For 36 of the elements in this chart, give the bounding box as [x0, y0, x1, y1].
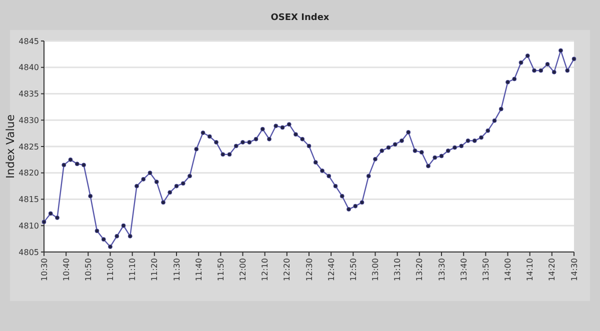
- x-tick-label: 14:30: [570, 258, 579, 282]
- y-tick-label: 4820: [18, 168, 39, 178]
- x-tick-label: 11:10: [128, 258, 138, 282]
- x-tick-label: 10:50: [84, 258, 93, 282]
- x-tick-label: 12:20: [282, 258, 292, 282]
- y-axis-title: Index Value: [4, 114, 17, 178]
- x-tick-label: 12:50: [348, 258, 358, 282]
- x-tick-label: 10:40: [62, 258, 71, 282]
- y-tick-label: 4805: [18, 248, 39, 257]
- x-tick-label: 14:20: [548, 258, 557, 282]
- x-tick-label: 13:10: [393, 258, 402, 282]
- x-tick-label: 12:10: [260, 258, 270, 282]
- x-tick-label: 12:40: [326, 258, 336, 282]
- x-tick-label: 11:50: [216, 258, 226, 282]
- y-tick-label: 4835: [18, 90, 39, 99]
- x-tick-label: 14:10: [526, 258, 535, 282]
- x-tick-label: 11:00: [106, 258, 116, 282]
- y-tick-label: 4840: [18, 63, 39, 72]
- x-tick-label: 13:00: [371, 258, 380, 282]
- x-tick-label: 11:20: [150, 258, 160, 282]
- x-tick-label: 13:40: [459, 258, 468, 282]
- x-tick-label: 12:30: [304, 258, 314, 282]
- chart-title: OSEX Index: [270, 13, 330, 23]
- y-tick-label: 4845: [18, 36, 39, 46]
- y-tick-label: 4810: [18, 221, 39, 230]
- y-tick-label: 4815: [18, 195, 39, 204]
- x-tick-label: 12:00: [238, 258, 248, 282]
- x-tick-label: 13:30: [437, 258, 446, 282]
- x-tick-label: 11:40: [194, 258, 204, 282]
- x-tick-label: 10:30: [40, 258, 49, 282]
- x-tick-label: 11:30: [172, 258, 182, 282]
- x-tick-label: 13:50: [481, 258, 490, 282]
- y-tick-label: 4830: [18, 116, 39, 125]
- y-tick-label: 4825: [18, 142, 39, 152]
- x-tick-label: 13:20: [415, 258, 424, 282]
- x-tick-label: 14:00: [504, 258, 513, 282]
